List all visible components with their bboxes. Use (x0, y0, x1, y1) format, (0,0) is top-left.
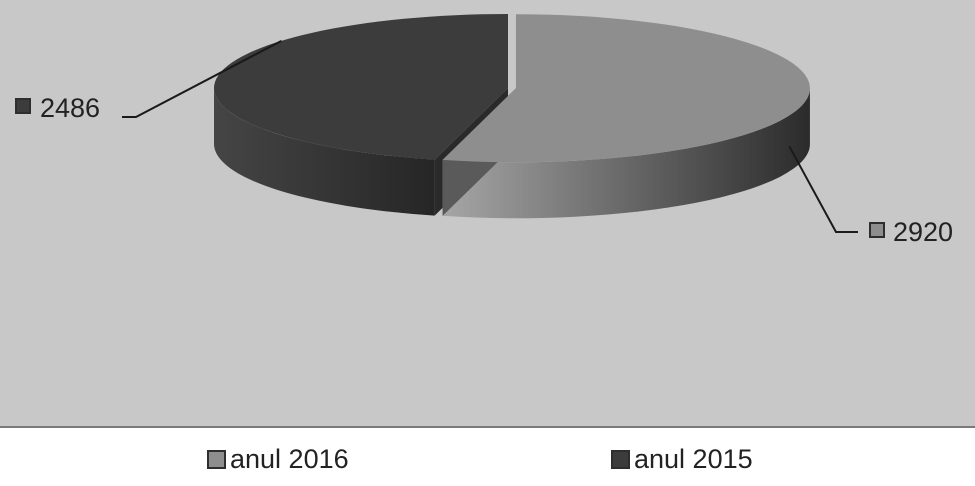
data-label-key-anul-2016 (869, 222, 885, 238)
leader-line-anul-2015 (122, 39, 282, 118)
data-label-anul-2016: 2920 (893, 217, 953, 247)
slice-top-face (213, 14, 508, 160)
legend-item-anul-2015[interactable]: anul 2015 (611, 444, 753, 475)
legend-swatch-anul-2016 (207, 450, 226, 469)
pie-slice-anul-2016[interactable] (442, 14, 810, 219)
legend-swatch-anul-2015 (611, 450, 630, 469)
data-label-key-anul-2015 (15, 98, 31, 114)
pie-chart: 2920 2486 (15, 14, 953, 247)
leader-line-anul-2016 (788, 145, 858, 233)
slice-top-face (442, 14, 810, 163)
legend-item-anul-2016[interactable]: anul 2016 (207, 444, 349, 475)
data-label-anul-2015: 2486 (40, 93, 100, 123)
legend-label-anul-2016: anul 2016 (230, 444, 349, 474)
legend-label-anul-2015: anul 2015 (634, 444, 753, 474)
slice-side-face (214, 88, 435, 216)
plot-area: 2920 2486 (0, 0, 975, 428)
legend: anul 2016 anul 2015 (0, 430, 975, 486)
slice-side-face (442, 88, 810, 219)
